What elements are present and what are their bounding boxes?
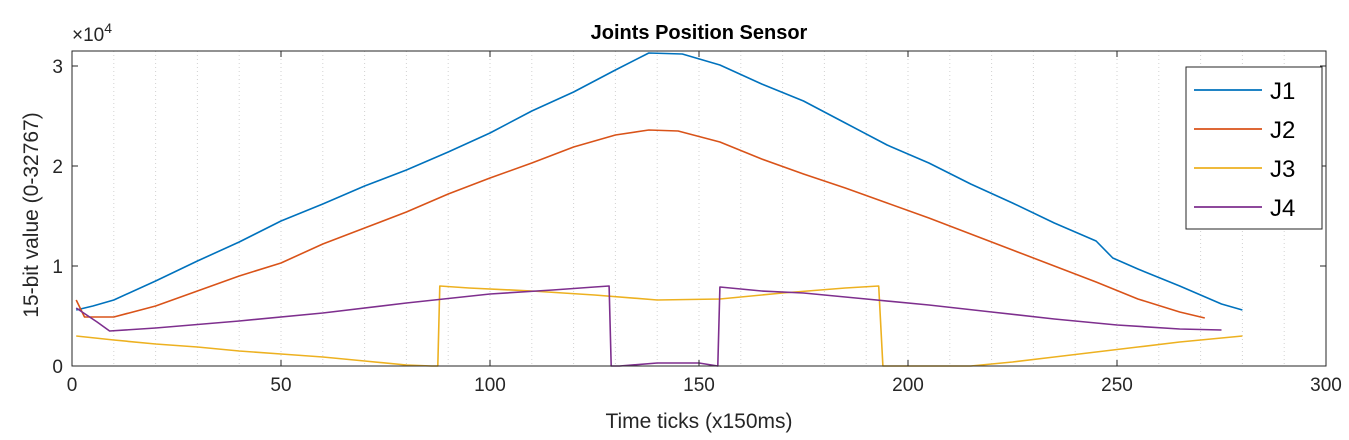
series-line-j4 xyxy=(75,285,1222,367)
x-tick-label: 300 xyxy=(1310,375,1342,396)
x-tick-label: 150 xyxy=(683,375,715,396)
x-tick-label: 250 xyxy=(1101,375,1133,396)
legend: J1 J2 J3 J4 xyxy=(1185,66,1323,230)
series-line-j2 xyxy=(75,129,1205,319)
y-tick-label: 1 xyxy=(52,257,63,278)
x-tick-label: 100 xyxy=(474,375,506,396)
legend-box xyxy=(1185,66,1323,230)
x-axis-label: Time ticks (x150ms) xyxy=(605,410,792,433)
legend-label-j1: J1 xyxy=(1270,78,1295,105)
x-tick-label: 0 xyxy=(67,375,78,396)
series-line-j1 xyxy=(76,52,1243,311)
y-tick-label: 2 xyxy=(52,157,63,178)
legend-label-j3: J3 xyxy=(1270,156,1295,183)
y-tick-label: 3 xyxy=(52,57,63,78)
legend-label-j4: J4 xyxy=(1270,195,1295,222)
y-tick-label: 0 xyxy=(52,357,63,378)
x-tick-label: 200 xyxy=(892,375,924,396)
y-exponent-base: ×10 xyxy=(72,25,104,46)
series-line-j3 xyxy=(76,285,1243,367)
series-lines xyxy=(75,52,1243,367)
y-exponent-label: ×104 xyxy=(72,20,112,46)
legend-label-j2: J2 xyxy=(1270,117,1295,144)
x-tick-label: 50 xyxy=(270,375,291,396)
y-exponent-power: 4 xyxy=(104,20,112,36)
tick-labels: 0 50 100 150 200 250 300 0 1 2 3 xyxy=(52,51,1342,396)
grid-lines xyxy=(113,51,1285,366)
chart-title: Joints Position Sensor xyxy=(591,22,808,44)
y-axis-label: 15-bit value (0-32767) xyxy=(20,112,43,317)
legend-entries: J1 J2 J3 J4 xyxy=(1194,78,1295,222)
